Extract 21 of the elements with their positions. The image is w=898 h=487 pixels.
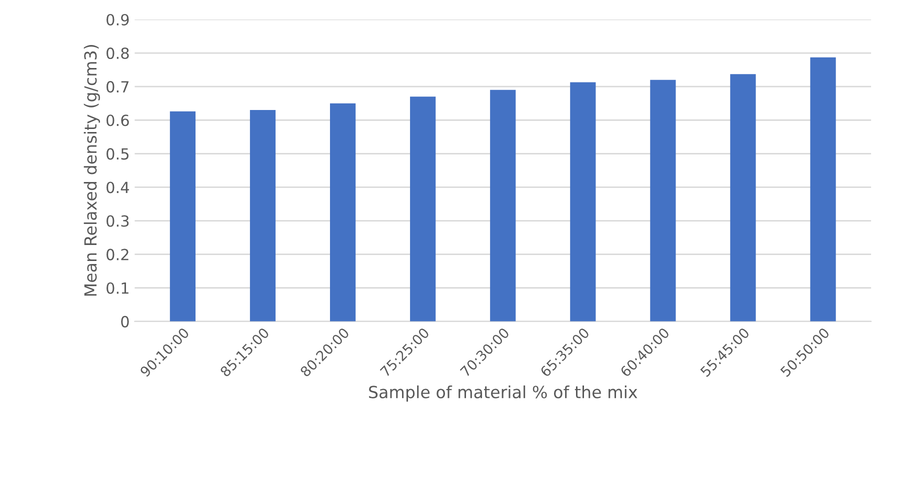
bar <box>170 111 196 322</box>
bar <box>410 96 436 322</box>
y-tick-label: 0 <box>121 316 129 328</box>
y-tick-label: 0.2 <box>106 248 128 260</box>
bar <box>650 80 676 322</box>
y-tick-label: 0.9 <box>106 14 129 26</box>
x-axis-title: Sample of material % of the mix <box>369 385 638 402</box>
bar <box>730 74 756 322</box>
bar <box>330 103 356 322</box>
y-tick-label: 0.3 <box>106 215 129 227</box>
y-axis-title: Mean Relaxed density (g/cm3) <box>84 45 100 296</box>
bar <box>570 82 596 322</box>
y-tick-label: 0.5 <box>106 148 129 160</box>
y-tick-label: 0.8 <box>106 47 129 60</box>
y-tick-label: 0.6 <box>106 114 129 126</box>
y-tick-label: 0.7 <box>106 81 129 93</box>
y-tick-label: 0.1 <box>106 282 128 294</box>
bar <box>810 57 836 322</box>
bar <box>250 110 276 322</box>
y-tick-label: 0.4 <box>106 182 129 194</box>
bar <box>490 90 516 322</box>
